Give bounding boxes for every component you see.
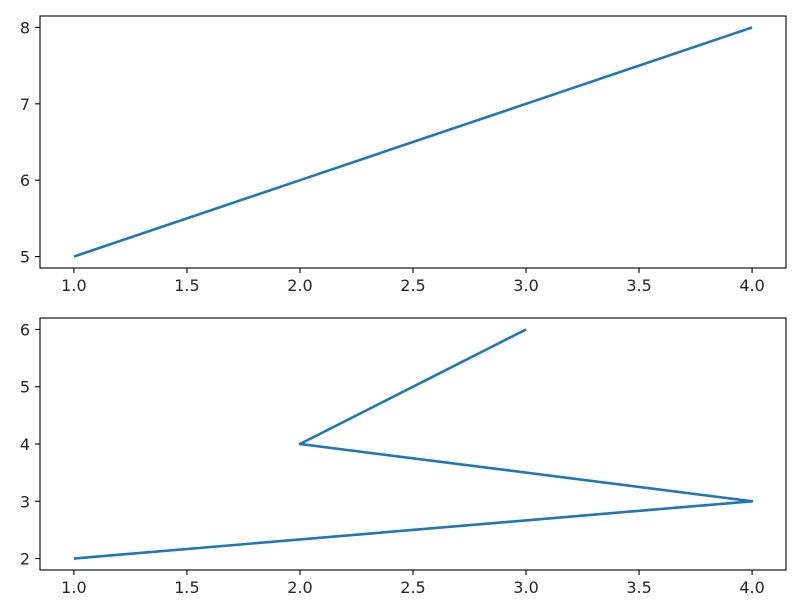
subplot-2: 1.0 1.5 2.0 2.5 3.0 3.5 4.0 2 3 4 5 6: [20, 317, 787, 597]
plot-area: [40, 318, 786, 570]
x-tick-label: 2.0: [287, 578, 312, 597]
x-tick-label: 1.5: [174, 276, 199, 295]
x-tick-label: 2.5: [400, 276, 425, 295]
y-tick-label: 5: [20, 248, 30, 267]
x-tick-label: 4.0: [739, 578, 764, 597]
x-tick-label: 3.0: [513, 276, 538, 295]
x-tick-label: 1.5: [174, 578, 199, 597]
y-tick-label: 7: [20, 95, 30, 114]
x-tick-label: 3.0: [513, 578, 538, 597]
x-tick-label: 1.0: [61, 276, 86, 295]
series-line-1: [73, 328, 754, 560]
y-tick-label: 4: [20, 435, 30, 454]
subplot-1: 1.0 1.5 2.0 2.5 3.0 3.5 4.0 5 6 7 8: [20, 15, 787, 295]
y-tick-label: 5: [20, 378, 30, 397]
subplots: 1.0 1.5 2.0 2.5 3.0 3.5 4.0 5 6 7 8 1.0 1.5 2.0 2.5 3.0…: [20, 15, 787, 597]
y-tick-label: 3: [20, 492, 30, 511]
y-tick-label: 2: [20, 550, 30, 569]
x-tick-label: 3.5: [626, 276, 651, 295]
x-tick-label: 1.0: [61, 578, 86, 597]
x-tick-label: 3.5: [626, 578, 651, 597]
y-tick-label: 6: [20, 320, 30, 339]
x-tick-label: 4.0: [739, 276, 764, 295]
x-tick-label: 2.0: [287, 276, 312, 295]
y-tick-label: 8: [20, 18, 30, 37]
y-tick-label: 6: [20, 171, 30, 190]
x-tick-label: 2.5: [400, 578, 425, 597]
series-line-1: [73, 26, 753, 258]
